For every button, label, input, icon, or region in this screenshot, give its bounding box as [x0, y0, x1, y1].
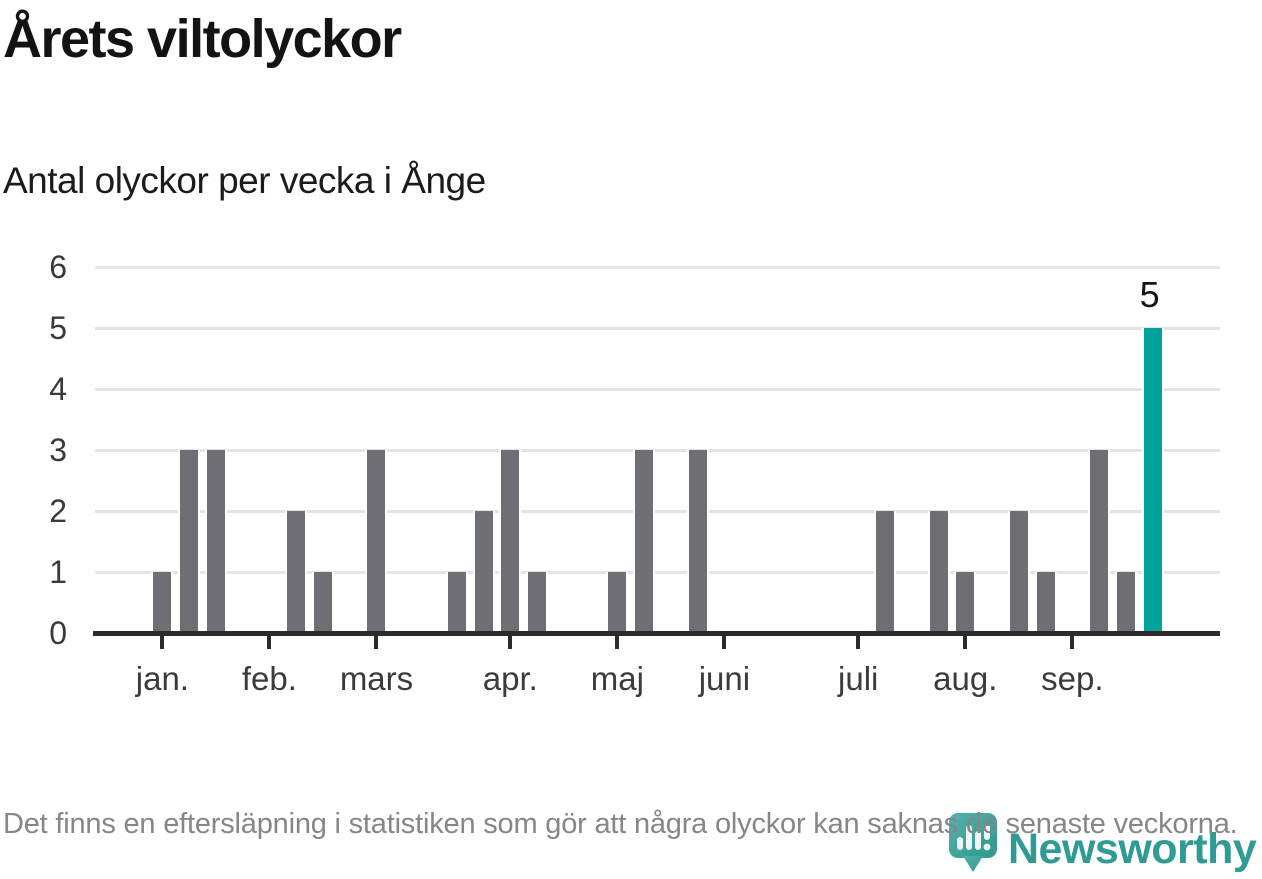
x-axis-label-juni: juni: [698, 660, 751, 697]
x-axis-tick-juli: [856, 636, 861, 649]
bar-week-14: [501, 450, 520, 633]
gridline-1: [95, 570, 1220, 574]
highlight-value-label: 5: [1139, 274, 1160, 315]
gridline-5: [95, 326, 1220, 330]
bar-week-30: [929, 511, 948, 633]
newsworthy-pin-barchart-icon: [948, 812, 998, 879]
bar-week-12: [447, 572, 466, 633]
y-axis-label-0: 0: [49, 615, 67, 651]
bar-week-21: [688, 450, 707, 633]
bar-week-34: [1036, 572, 1055, 633]
x-axis-label-aug: aug.: [933, 660, 998, 697]
x-axis-tick-aug: [963, 636, 968, 649]
bar-week-38: [1143, 328, 1162, 633]
x-axis-tick-apr: [508, 636, 513, 649]
bar-week-31: [956, 572, 975, 633]
chart-subtitle: Antal olyckor per vecka i Ånge: [3, 160, 486, 201]
x-axis-tick-juni: [722, 636, 727, 649]
y-axis-label-5: 5: [49, 310, 67, 346]
x-axis-line: [93, 631, 1220, 636]
y-axis-label-6: 6: [49, 249, 67, 285]
gridline-2: [95, 509, 1220, 513]
x-axis-tick-feb: [267, 636, 272, 649]
bar-week-7: [313, 572, 332, 633]
x-axis-label-sep: sep.: [1041, 660, 1104, 697]
x-axis-label-apr: apr.: [482, 660, 538, 697]
bar-week-2: [180, 450, 199, 633]
bar-week-6: [287, 511, 306, 633]
bar-week-3: [206, 450, 225, 633]
footnote: Det finns en eftersläpning i statistiken…: [3, 808, 1238, 840]
bar-week-1: [153, 572, 172, 633]
bar-week-9: [367, 450, 386, 633]
bar-week-36: [1090, 450, 1109, 633]
bar-week-19: [635, 450, 654, 633]
x-axis-label-juli: juli: [838, 660, 879, 697]
bar-week-15: [528, 572, 547, 633]
x-axis-label-mars: mars: [339, 660, 414, 697]
bar-week-33: [1009, 511, 1028, 633]
gridline-3: [95, 448, 1220, 452]
bar-chart: 0 1 2 3 4 5 6 jan. feb. mars apr. maj juni juli aug. se…: [49, 249, 1220, 697]
x-axis-label-maj: maj: [590, 660, 644, 697]
y-axis-label-3: 3: [49, 432, 67, 468]
page-title: Årets viltolyckor: [3, 9, 402, 69]
bar-week-37: [1116, 572, 1135, 633]
y-axis-label-2: 2: [49, 493, 67, 529]
x-axis-tick-jan: [160, 636, 165, 649]
x-axis-tick-sep: [1070, 636, 1075, 649]
x-axis-label-feb: feb.: [241, 660, 297, 697]
gridline-4: [95, 387, 1220, 391]
bar-week-13: [474, 511, 493, 633]
x-axis-tick-mars: [374, 636, 379, 649]
newsworthy-logo: Newsworthy: [948, 812, 1257, 879]
gridline-6: [95, 265, 1220, 269]
bar-week-18: [608, 572, 627, 633]
newsworthy-wordmark: Newsworthy: [1008, 825, 1257, 873]
x-axis-label-jan: jan.: [135, 660, 189, 697]
y-axis-label-4: 4: [49, 371, 67, 407]
bar-week-28: [875, 511, 894, 633]
y-axis-label-1: 1: [49, 554, 67, 590]
x-axis-tick-maj: [615, 636, 620, 649]
